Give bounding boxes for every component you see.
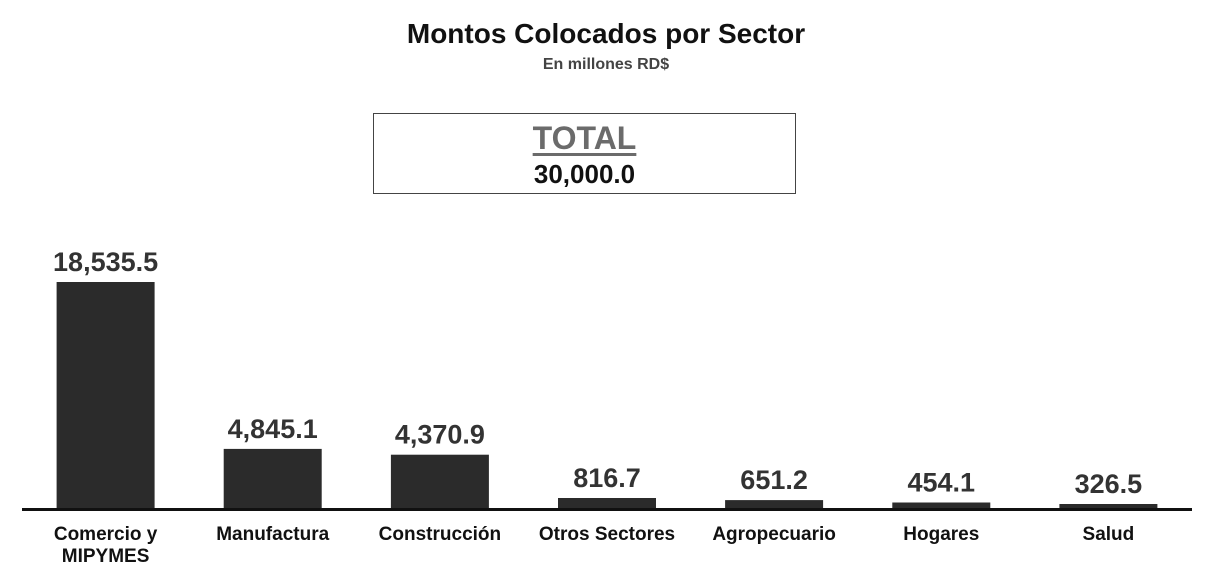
value-label: 4,370.9 <box>395 420 485 450</box>
bar <box>1059 504 1158 508</box>
value-label: 4,845.1 <box>228 414 318 444</box>
category-label: Agropecuario <box>712 524 836 545</box>
bar <box>892 502 991 508</box>
category-label: Salud <box>1083 524 1135 545</box>
bar <box>56 282 155 508</box>
value-label: 651.2 <box>740 465 808 495</box>
total-value: 30,000.0 <box>533 159 636 189</box>
total-box: TOTAL 30,000.0 <box>373 113 796 194</box>
chart-title: Montos Colocados por Sector <box>406 18 806 49</box>
value-label: 326.5 <box>1075 469 1143 499</box>
bar <box>558 498 656 508</box>
value-label: 816.7 <box>573 463 641 493</box>
value-label: 454.1 <box>908 468 976 498</box>
value-label: 18,535.5 <box>53 247 158 277</box>
category-label: Comercio y MIPYMES <box>54 524 158 567</box>
category-label: Construcción <box>379 524 501 545</box>
chart-subtitle: En millones RD$ <box>542 56 670 73</box>
category-label: Hogares <box>903 524 979 545</box>
bar <box>390 454 489 508</box>
bar <box>223 448 322 508</box>
total-label: TOTAL <box>532 120 637 156</box>
category-label: Otros Sectores <box>539 524 675 545</box>
bar <box>725 500 824 508</box>
category-label: Manufactura <box>216 524 329 545</box>
